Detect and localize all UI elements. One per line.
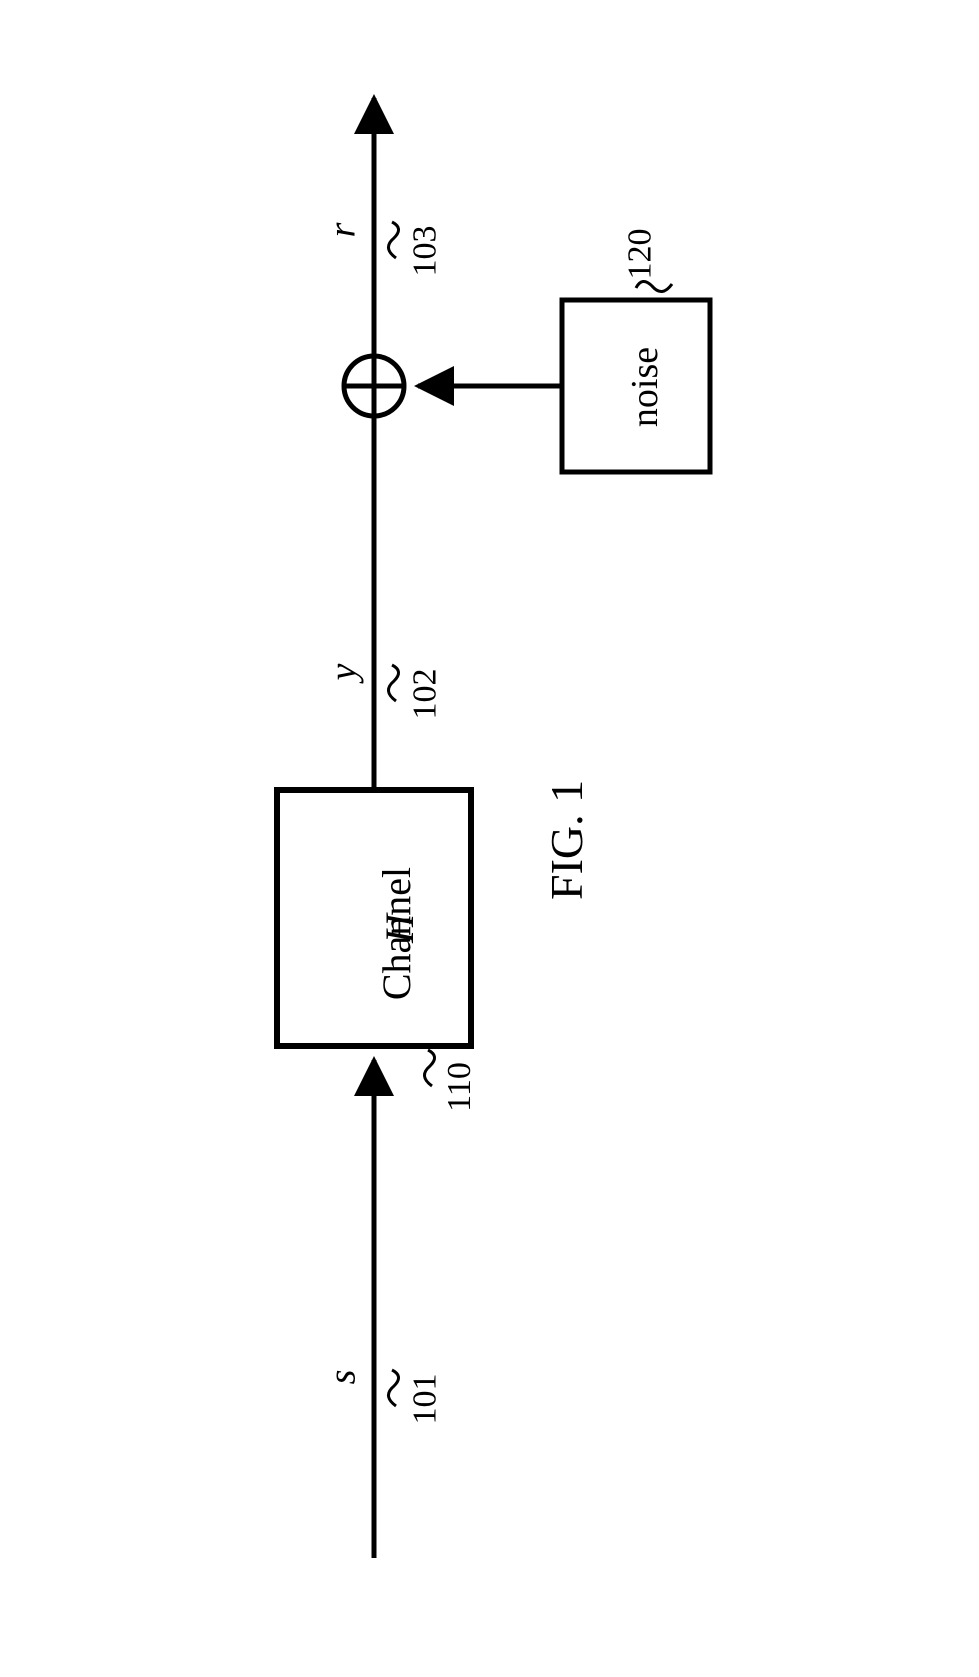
- channel-ref: 110: [441, 1062, 479, 1112]
- channel-label-line2: H: [376, 914, 423, 943]
- r-ref: 103: [407, 226, 445, 277]
- s-ref: 101: [407, 1374, 445, 1425]
- sq-103: [388, 222, 398, 258]
- r-symbol: r: [320, 223, 364, 238]
- sq-102: [388, 665, 398, 701]
- noise-label: noise: [623, 347, 667, 427]
- s-symbol: s: [320, 1370, 364, 1385]
- y-symbol: y: [321, 664, 365, 681]
- sq-120: [636, 281, 672, 291]
- sq-101: [388, 1370, 398, 1406]
- fig1: [0, 0, 979, 1677]
- sq-110: [424, 1050, 434, 1086]
- figure-1-diagram: Channel H noise s 101 y 102 r 103 110 12…: [0, 0, 979, 1677]
- y-ref: 102: [407, 669, 445, 720]
- figure-caption: FIG. 1: [540, 780, 593, 900]
- noise-ref: 120: [622, 229, 660, 280]
